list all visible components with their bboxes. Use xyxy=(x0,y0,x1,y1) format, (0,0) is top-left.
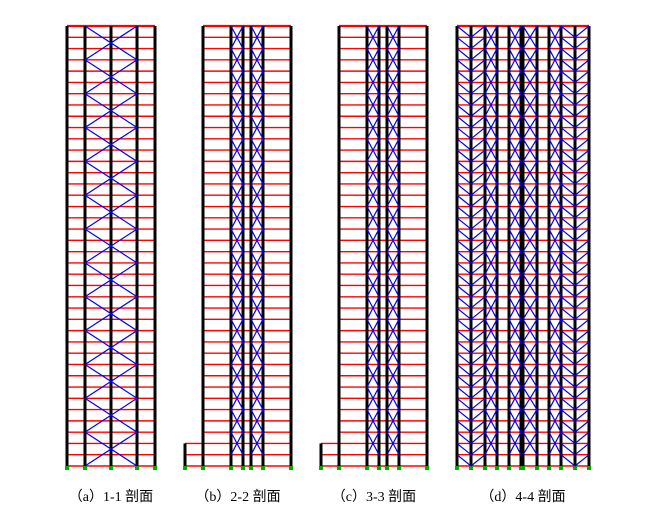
elevation-c xyxy=(315,20,433,478)
caption-d: （d）4-4 剖面 xyxy=(480,486,565,506)
panel-d: （d）4-4 剖面 xyxy=(451,20,595,506)
figure-container: （a）1-1 剖面 （b）2-2 剖面 （c）3-3 剖面 （d）4-4 剖面 xyxy=(20,20,636,506)
panel-b: （b）2-2 剖面 xyxy=(179,20,297,506)
elevation-a xyxy=(61,20,161,478)
caption-c: （c）3-3 剖面 xyxy=(332,486,416,506)
elevation-b xyxy=(179,20,297,478)
caption-b: （b）2-2 剖面 xyxy=(195,486,280,506)
elevation-d xyxy=(451,20,595,478)
panel-c: （c）3-3 剖面 xyxy=(315,20,433,506)
caption-a: （a）1-1 剖面 xyxy=(69,486,153,506)
panel-a: （a）1-1 剖面 xyxy=(61,20,161,506)
